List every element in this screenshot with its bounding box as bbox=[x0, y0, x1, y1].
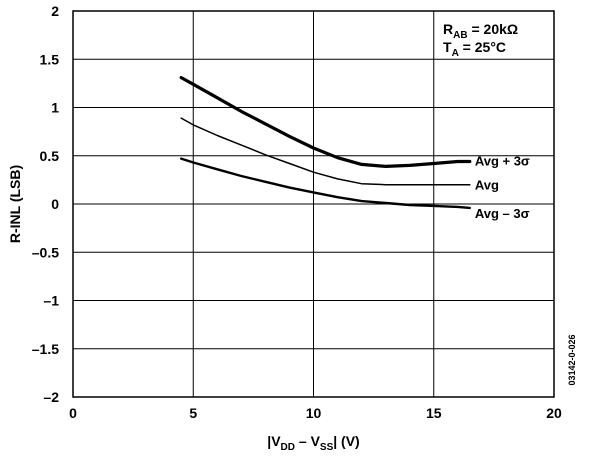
y-tick-label: –2 bbox=[43, 389, 59, 405]
series-line-3 bbox=[179, 157, 471, 210]
y-tick-label: 0 bbox=[51, 196, 59, 212]
y-axis-label: R-INL (LSB) bbox=[7, 165, 23, 243]
series-line-1 bbox=[179, 75, 472, 168]
series-group: Avg + 3σ Avg Avg – 3σ bbox=[179, 75, 530, 221]
y-tick-label: 1.5 bbox=[40, 51, 60, 67]
x-axis-label-sub-dd: DD bbox=[281, 442, 295, 453]
y-tick-label: 0.5 bbox=[40, 148, 60, 164]
grid bbox=[73, 11, 554, 397]
x-axis-label-mid: – V bbox=[295, 433, 321, 449]
x-tick-label: 20 bbox=[546, 405, 562, 421]
figure-id: 03142-0-026 bbox=[567, 334, 577, 385]
annotation-rab-sub: AB bbox=[453, 30, 467, 41]
x-tick-label: 15 bbox=[426, 405, 442, 421]
y-tick-label: –1.5 bbox=[32, 341, 59, 357]
series-label-1: Avg + 3σ bbox=[475, 154, 530, 169]
x-axis-label-sub-ss: SS bbox=[320, 442, 334, 453]
x-axis-label-pre: |V bbox=[267, 433, 281, 449]
series-label-2: Avg bbox=[475, 178, 499, 193]
y-tick-label: –0.5 bbox=[32, 244, 59, 260]
series-line-2 bbox=[180, 117, 471, 186]
y-tick-labels: 2 1.5 1 0.5 0 –0.5 –1 –1.5 –2 bbox=[32, 3, 59, 405]
x-tick-label: 5 bbox=[189, 405, 197, 421]
series-label-3: Avg – 3σ bbox=[475, 206, 530, 221]
annotation-ta-sub: A bbox=[452, 48, 459, 59]
annotation-rab: RAB = 20kΩ bbox=[443, 21, 518, 41]
x-axis-label: |VDD – VSS| (V) bbox=[267, 433, 359, 453]
x-tick-label: 10 bbox=[306, 405, 322, 421]
annotation-ta-rest: = 25°C bbox=[459, 39, 506, 55]
annotation-ta-main: T bbox=[443, 39, 452, 55]
x-tick-labels: 0 5 10 15 20 bbox=[69, 405, 562, 421]
x-tick-label: 0 bbox=[69, 405, 77, 421]
y-tick-label: 2 bbox=[51, 3, 59, 19]
annotation-ta: TA = 25°C bbox=[443, 39, 506, 59]
x-axis-label-post: | (V) bbox=[333, 433, 359, 449]
y-tick-label: 1 bbox=[51, 100, 59, 116]
annotation-rab-rest: = 20kΩ bbox=[468, 21, 519, 37]
annotation-rab-main: R bbox=[443, 21, 453, 37]
y-tick-label: –1 bbox=[43, 293, 59, 309]
plot-frame bbox=[72, 10, 555, 398]
